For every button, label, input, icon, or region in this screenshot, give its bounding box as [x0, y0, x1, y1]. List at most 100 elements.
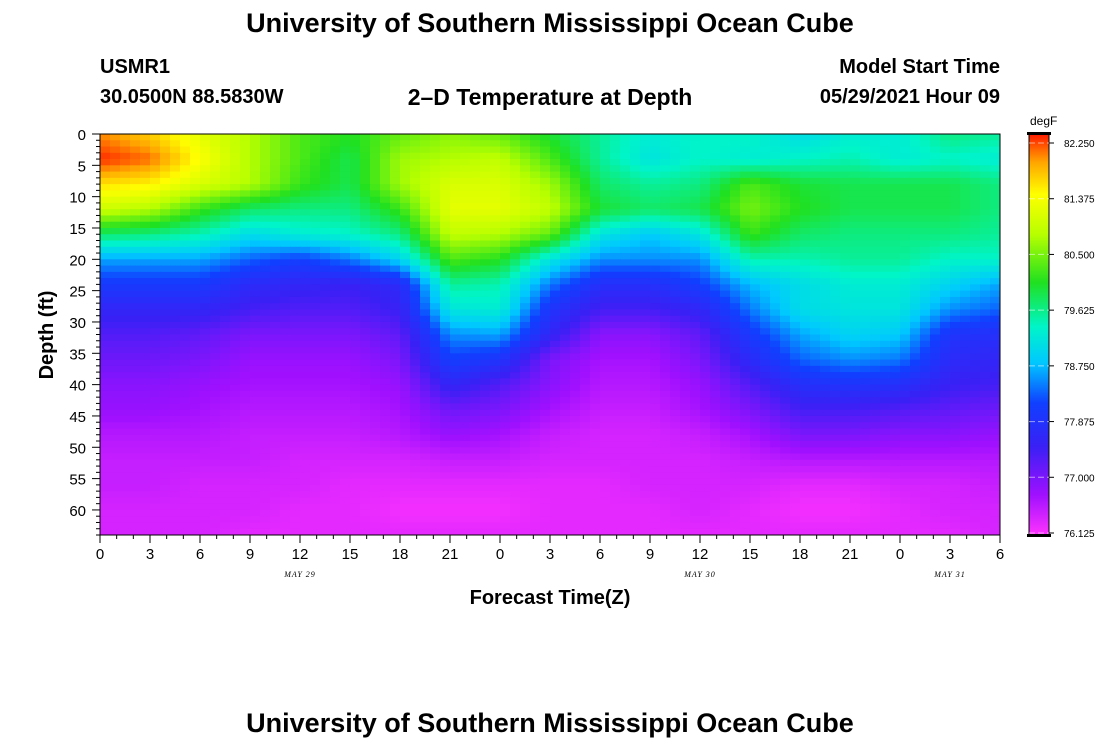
- heatmap-cell: [820, 453, 831, 461]
- heatmap-cell: [830, 334, 841, 342]
- heatmap-cell: [840, 271, 851, 279]
- heatmap-cell: [750, 196, 761, 204]
- heatmap-cell: [760, 415, 771, 423]
- heatmap-cell: [360, 227, 371, 235]
- heatmap-cell: [180, 415, 191, 423]
- heatmap-cell: [750, 259, 761, 267]
- heatmap-cell: [130, 422, 141, 430]
- heatmap-cell: [760, 152, 771, 160]
- heatmap-cell: [800, 278, 811, 285]
- heatmap-cell: [100, 434, 111, 442]
- heatmap-cell: [650, 221, 661, 229]
- heatmap-cell: [930, 466, 941, 473]
- heatmap-cell: [300, 340, 311, 348]
- heatmap-cell: [780, 152, 791, 160]
- heatmap-cell: [110, 284, 121, 292]
- heatmap-cell: [930, 378, 941, 386]
- heatmap-cell: [110, 184, 121, 191]
- heatmap-cell: [870, 422, 881, 430]
- heatmap-cell: [420, 372, 431, 379]
- heatmap-cell: [910, 209, 921, 217]
- heatmap-cell: [670, 140, 681, 148]
- heatmap-cell: [770, 202, 781, 210]
- heatmap-cell: [540, 328, 551, 336]
- heatmap-cell: [670, 353, 681, 361]
- heatmap-cell: [740, 202, 751, 210]
- heatmap-cell: [390, 271, 401, 279]
- heatmap-cell: [230, 397, 241, 405]
- heatmap-cell: [720, 415, 731, 423]
- heatmap-cell: [850, 278, 861, 285]
- heatmap-cell: [190, 353, 201, 361]
- heatmap-cell: [580, 384, 591, 392]
- heatmap-cell: [180, 309, 191, 317]
- heatmap-cell: [880, 466, 891, 473]
- heatmap-cell: [300, 328, 311, 336]
- heatmap-cell: [190, 365, 201, 373]
- heatmap-cell: [340, 240, 351, 248]
- heatmap-cell: [680, 328, 691, 336]
- heatmap-cell: [120, 315, 131, 323]
- heatmap-cell: [180, 384, 191, 392]
- heatmap-cell: [410, 246, 421, 254]
- heatmap-cell: [740, 290, 751, 298]
- heatmap-cell: [430, 221, 441, 229]
- heatmap-cell: [650, 434, 661, 442]
- heatmap-cell: [220, 134, 231, 141]
- heatmap-cell: [160, 478, 171, 486]
- heatmap-cell: [320, 334, 331, 342]
- heatmap-cell: [730, 428, 741, 436]
- heatmap-cell: [400, 284, 411, 292]
- heatmap-cell: [160, 453, 171, 461]
- heatmap-cell: [100, 359, 111, 367]
- heatmap-cell: [240, 472, 251, 480]
- heatmap-cell: [570, 134, 581, 141]
- heatmap-cell: [320, 372, 331, 379]
- heatmap-cell: [270, 152, 281, 160]
- heatmap-cell: [630, 177, 641, 185]
- heatmap-cell: [980, 140, 991, 148]
- heatmap-cell: [700, 403, 711, 411]
- heatmap-cell: [950, 278, 961, 285]
- heatmap-cell: [180, 271, 191, 279]
- heatmap-cell: [250, 434, 261, 442]
- heatmap-cell: [820, 365, 831, 373]
- heatmap-cell: [620, 409, 631, 417]
- heatmap-cell: [140, 378, 151, 386]
- heatmap-cell: [750, 253, 761, 260]
- heatmap-cell: [740, 340, 751, 348]
- heatmap-cell: [750, 347, 761, 354]
- heatmap-cell: [960, 315, 971, 323]
- heatmap-cell: [130, 384, 141, 392]
- heatmap-cell: [110, 315, 121, 323]
- heatmap-cell: [640, 372, 651, 379]
- heatmap-cell: [740, 365, 751, 373]
- heatmap-cell: [490, 409, 501, 417]
- heatmap-cell: [370, 290, 381, 298]
- heatmap-cell: [700, 466, 711, 473]
- heatmap-cell: [350, 466, 361, 473]
- heatmap-cell: [630, 428, 641, 436]
- heatmap-cell: [920, 397, 931, 405]
- heatmap-cell: [130, 202, 141, 210]
- heatmap-cell: [340, 321, 351, 329]
- heatmap-cell: [490, 227, 501, 235]
- heatmap-cell: [580, 428, 591, 436]
- heatmap-cell: [520, 190, 531, 198]
- heatmap-cell: [340, 221, 351, 229]
- heatmap-cell: [970, 384, 981, 392]
- heatmap-cell: [340, 340, 351, 348]
- heatmap-cell: [280, 309, 291, 317]
- heatmap-cell: [230, 165, 241, 173]
- heatmap-cell: [730, 190, 741, 198]
- heatmap-cell: [110, 134, 121, 141]
- heatmap-cell: [690, 240, 701, 248]
- heatmap-cell: [820, 196, 831, 204]
- heatmap-cell: [910, 409, 921, 417]
- heatmap-cell: [300, 321, 311, 329]
- heatmap-cell: [850, 315, 861, 323]
- heatmap-cell: [720, 227, 731, 235]
- heatmap-cell: [590, 309, 601, 317]
- heatmap-cell: [880, 240, 891, 248]
- heatmap-cell: [340, 296, 351, 304]
